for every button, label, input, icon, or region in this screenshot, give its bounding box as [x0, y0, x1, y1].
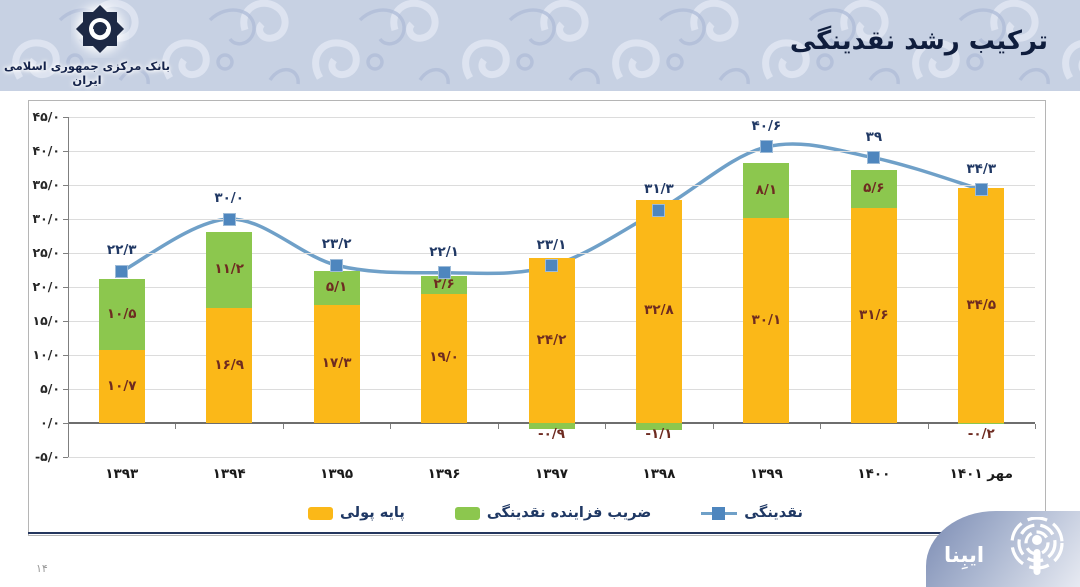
legend-swatch: [454, 506, 480, 520]
page-number: ۱۴: [36, 562, 48, 575]
chart-frame: [28, 100, 1046, 536]
legend-item: ضریب فزاینده نقدینگی: [454, 505, 652, 521]
legend-item: پایه پولی: [308, 505, 405, 521]
chart-legend: پایه پولی ضریب فزاینده نقدینگی نقدینگی: [308, 505, 803, 521]
legend-label: پایه پولی: [340, 505, 405, 521]
damask-pattern: [0, 0, 1080, 91]
page-title: ترکیب رشد نقدینگی: [789, 26, 1048, 56]
bottom-divider: [28, 532, 1006, 534]
central-bank-logo: [75, 4, 125, 54]
ibena-wordmark: ایبِنا: [944, 543, 985, 567]
ibena-broadcast-icon: [1010, 517, 1064, 575]
legend-item: نقدینگی: [701, 505, 803, 521]
legend-swatch: [308, 506, 333, 520]
legend-label: ضریب فزاینده نقدینگی: [486, 505, 652, 521]
legend-label: نقدینگی: [744, 505, 803, 521]
ibena-watermark: ایبِنا: [926, 511, 1080, 587]
legend-line-swatch: [701, 506, 738, 520]
bank-name: بانک مرکزی جمهوری اسلامی ایران: [3, 59, 171, 87]
legend-line-marker: [712, 506, 726, 520]
header-band: بانک مرکزی جمهوری اسلامی ایران ترکیب رشد…: [0, 0, 1080, 91]
